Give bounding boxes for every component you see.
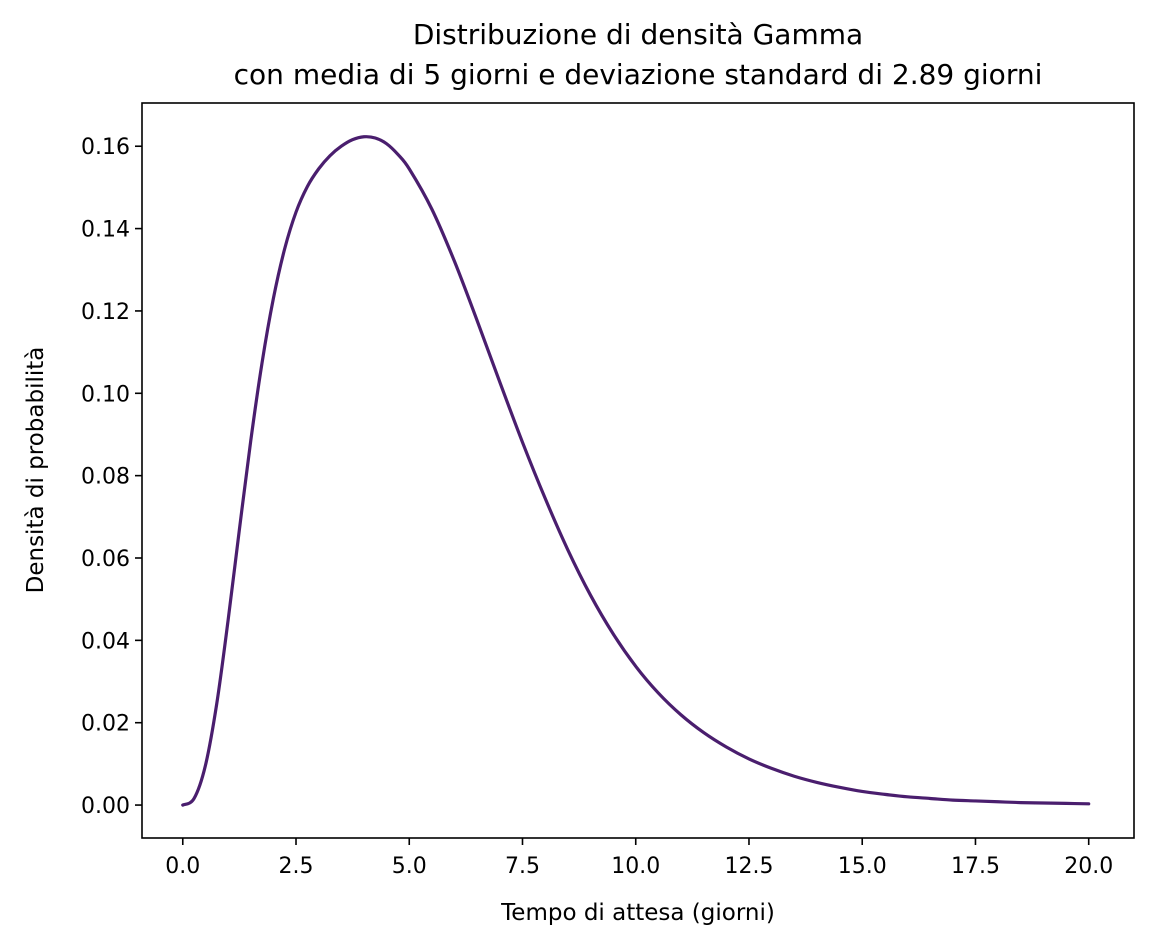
x-axis: 0.0 2.5 5.0 7.5 10.0 12.5 15.0 17.5 20.0: [165, 838, 1113, 879]
y-tick-label: 0.14: [81, 218, 130, 243]
chart-title: Distribuzione di densità Gamma: [413, 18, 863, 51]
x-tick-label: 20.0: [1064, 854, 1113, 879]
x-tick-label: 15.0: [838, 854, 887, 879]
x-tick-label: 10.0: [611, 854, 660, 879]
x-axis-label: Tempo di attesa (giorni): [500, 900, 775, 926]
chart-subtitle: con media di 5 giorni e deviazione stand…: [234, 58, 1043, 91]
x-tick-label: 7.5: [505, 854, 540, 879]
x-tick-label: 5.0: [392, 854, 427, 879]
x-tick-label: 2.5: [279, 854, 314, 879]
y-tick-label: 0.16: [81, 135, 130, 160]
plot-area: [181, 135, 1091, 807]
y-tick-label: 0.06: [81, 547, 130, 572]
y-axis-label: Densità di probabilità: [23, 347, 49, 594]
axes-frame: [141, 102, 1135, 839]
y-tick-label: 0.10: [81, 382, 130, 407]
y-axis: 0.00 0.02 0.04 0.06 0.08 0.10 0.12 0.14 0.16: [81, 135, 142, 819]
y-tick-label: 0.04: [81, 629, 130, 654]
y-tick-label: 0.02: [81, 712, 130, 737]
x-tick-label: 0.0: [165, 854, 200, 879]
y-tick-label: 0.00: [81, 794, 130, 819]
y-tick-label: 0.12: [81, 300, 130, 325]
x-tick-label: 17.5: [951, 854, 1000, 879]
series-line-0: [181, 135, 1091, 807]
y-tick-label: 0.08: [81, 465, 130, 490]
x-tick-label: 12.5: [724, 854, 773, 879]
